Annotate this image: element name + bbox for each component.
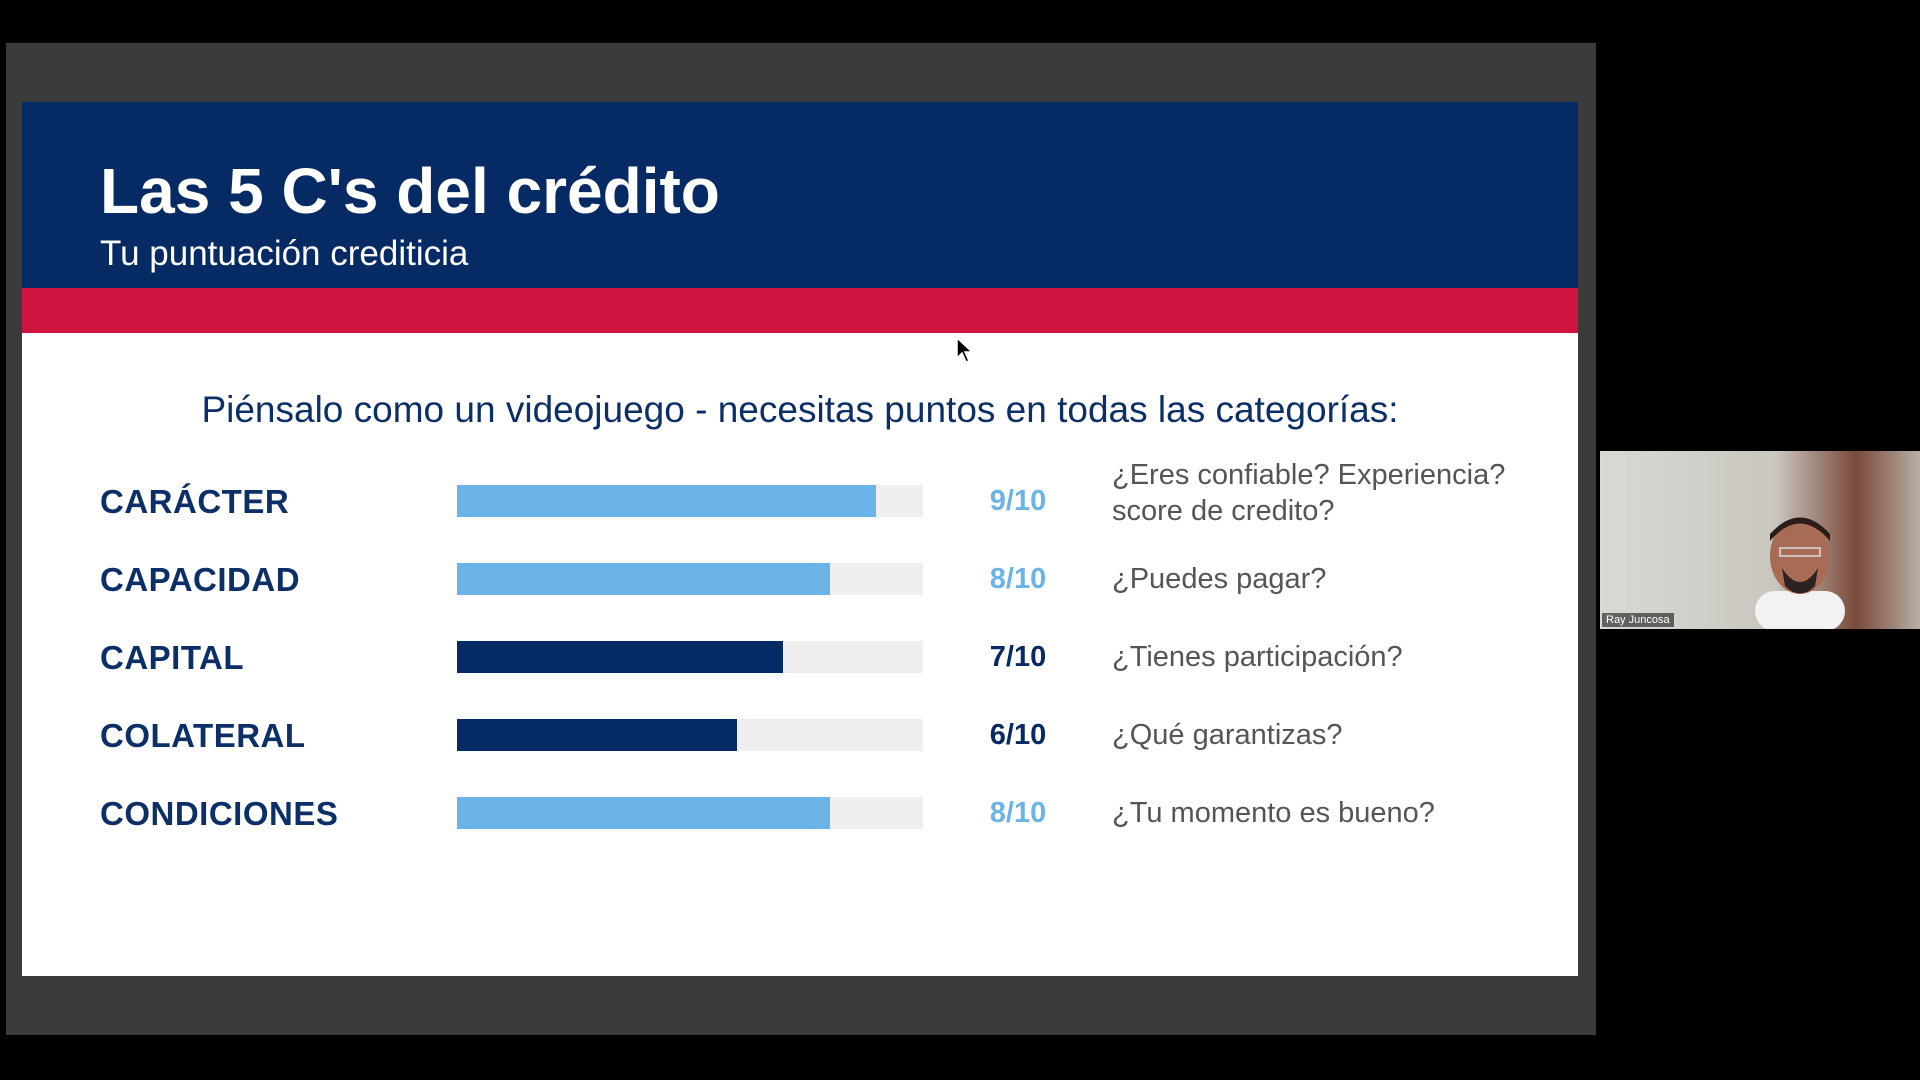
mouse-cursor [956, 336, 974, 363]
score-track [457, 485, 923, 517]
category-label: CARÁCTER [100, 483, 290, 520]
score-label: 7/10 [989, 641, 1047, 673]
score-row: COLATERAL 6/10 ¿Qué garantizas? [22, 705, 1578, 765]
score-track [457, 563, 923, 595]
score-row: CARÁCTER 9/10 ¿Eres confiable? Experiencia… [22, 459, 1578, 531]
participant-figure [1755, 517, 1845, 629]
accent-band [22, 288, 1578, 333]
score-track [457, 719, 923, 751]
score-label: 6/10 [989, 719, 1047, 751]
score-row: CONDICIONES 8/10 ¿Tu momento es bueno? [22, 783, 1578, 843]
score-label: 9/10 [989, 485, 1047, 517]
category-question: ¿Qué garantizas? [1112, 719, 1343, 751]
score-track [457, 641, 923, 673]
score-row: CAPACIDAD 8/10 ¿Puedes pagar? [22, 549, 1578, 609]
category-question: ¿Tienes participación? [1112, 641, 1403, 673]
score-bar [457, 485, 877, 517]
category-label: CONDICIONES [100, 795, 339, 832]
score-track [457, 797, 923, 829]
score-bar [457, 797, 830, 829]
category-label: CAPACIDAD [100, 561, 301, 598]
participant-name: Ray Juncosa [1602, 613, 1674, 627]
slide-subtitle: Tu puntuación crediticia [100, 234, 469, 273]
score-label: 8/10 [989, 563, 1047, 595]
score-bar [457, 641, 784, 673]
score-row: CAPITAL 7/10 ¿Tienes participación? [22, 627, 1578, 687]
slide-title: Las 5 C's del crédito [100, 155, 720, 227]
participant-video[interactable]: Ray Juncosa [1600, 451, 1920, 629]
slide: Las 5 C's del crédito Tu puntuación cred… [22, 102, 1578, 976]
score-bar [457, 719, 737, 751]
category-label: CAPITAL [100, 639, 245, 676]
slide-prompt: Piénsalo como un videojuego - necesitas … [201, 389, 1399, 430]
category-question: ¿Tu momento es bueno? [1112, 797, 1435, 829]
category-question: ¿Eres confiable? Experiencia? score de c… [1112, 459, 1506, 527]
category-question: ¿Puedes pagar? [1112, 563, 1327, 595]
category-label: COLATERAL [100, 717, 306, 754]
slide-header [22, 102, 1578, 288]
score-label: 8/10 [989, 797, 1047, 829]
score-bar [457, 563, 830, 595]
